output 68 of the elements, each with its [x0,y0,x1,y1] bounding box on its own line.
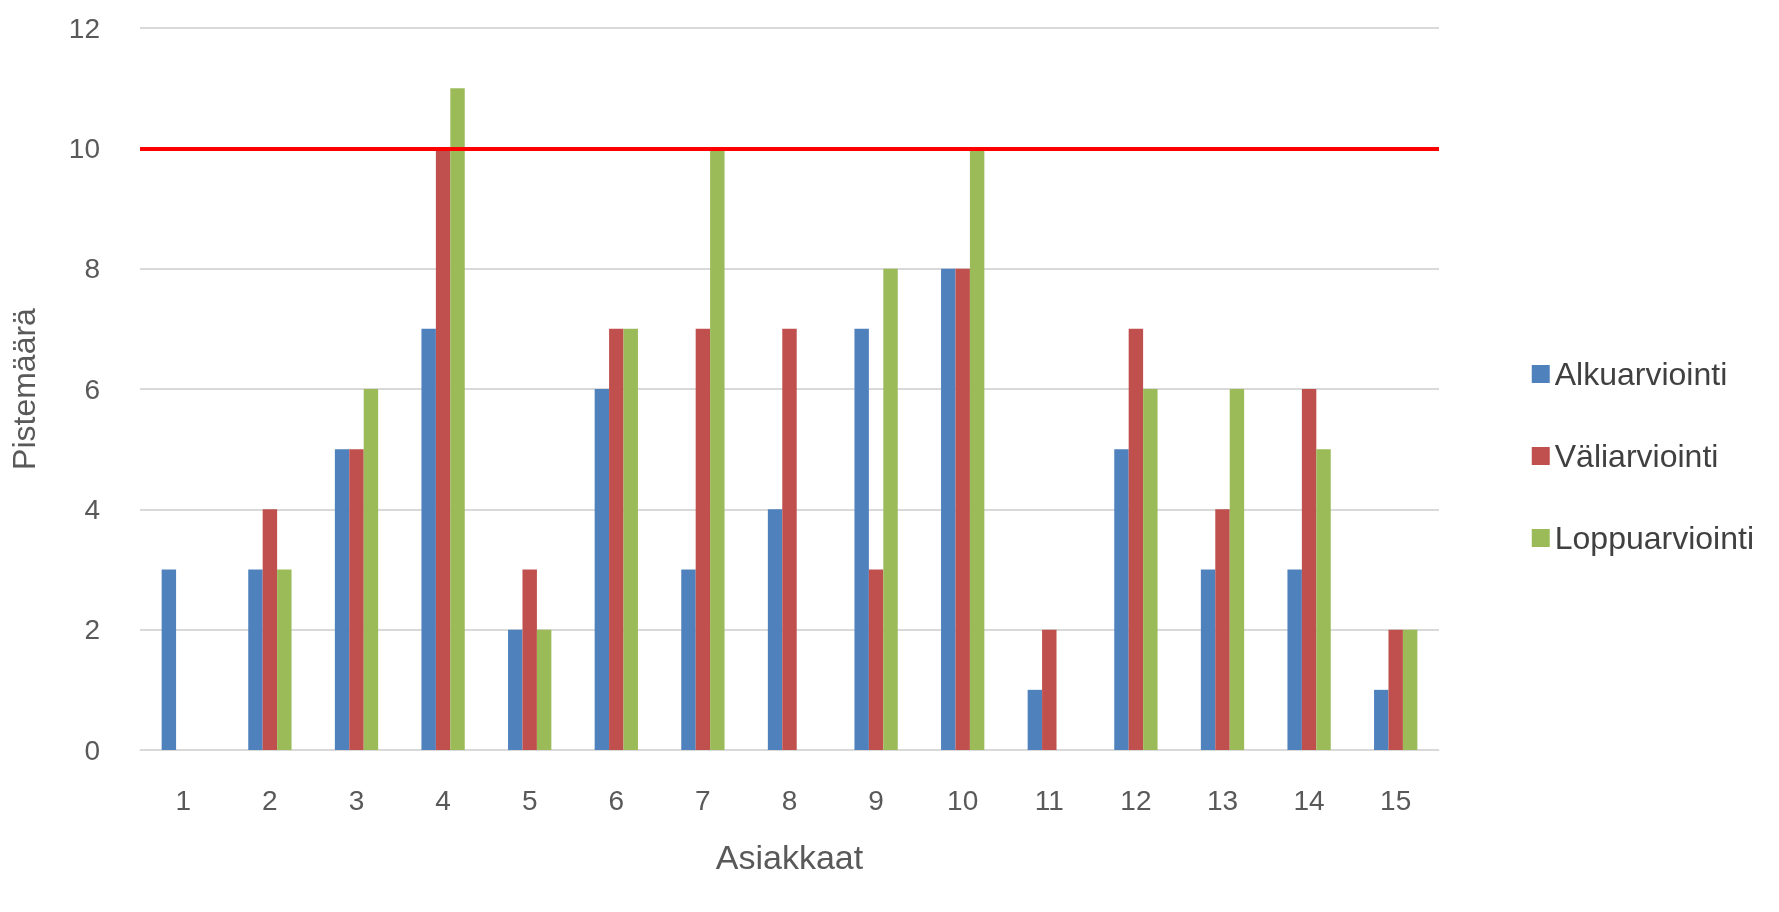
x-tick-label: 13 [1206,784,1239,816]
bar [334,449,350,750]
bar [1287,569,1302,750]
bar [710,148,725,750]
bar [969,148,985,750]
bar [594,389,610,750]
y-axis-title: Pistemäärä [6,307,42,470]
bar [695,328,711,750]
bar [1301,389,1317,750]
bar [868,569,884,750]
x-tick-label: 14 [1293,784,1325,816]
bar [522,569,537,750]
x-tick-label: 2 [262,784,278,816]
x-tick-label: 10 [947,784,979,816]
bar [277,569,292,750]
bar [1027,689,1043,750]
y-tick-label: 2 [84,614,100,646]
bar [1200,569,1216,750]
bar [262,509,278,750]
bar [349,449,364,750]
bar [1143,389,1158,750]
bar [536,629,552,750]
bar [1388,629,1403,750]
bar [161,569,177,750]
bar [435,148,451,750]
x-tick-label: 5 [521,784,538,816]
bar [681,569,696,750]
bar [1128,328,1144,750]
legend-label: Väliarviointi [1554,438,1719,474]
bar [1114,449,1129,750]
bar [1316,449,1331,750]
x-tick-label: 8 [781,784,798,816]
bar [609,328,624,750]
legend-label: Loppuarviointi [1554,520,1754,556]
bar [421,328,436,750]
legend-label: Alkuarviointi [1554,356,1728,392]
bar [1215,509,1230,750]
bar [767,509,783,750]
bar [248,569,263,750]
bar [883,268,898,750]
x-tick-label: 15 [1380,784,1412,816]
y-tick-label: 8 [84,253,100,285]
x-tick-label: 4 [435,784,451,816]
bar [854,328,869,750]
y-tick-label: 0 [84,734,100,766]
bar [363,389,379,750]
x-tick-label: 6 [608,784,625,816]
bar [955,268,970,750]
bar [782,328,797,750]
y-tick-label: 6 [84,373,100,405]
y-tick-label: 4 [84,493,100,525]
x-tick-label: 1 [175,784,192,816]
x-tick-label: 12 [1120,784,1152,816]
bar [623,328,638,750]
bar [508,629,523,750]
x-tick-label: 11 [1034,784,1064,816]
bar [1374,689,1389,750]
bar [941,268,956,750]
x-tick-label: 7 [695,784,711,816]
bar [1042,629,1057,750]
bar [450,88,465,750]
y-tick-label: 10 [68,132,100,164]
x-axis-title: Asiakkaat [715,838,864,876]
x-tick-label: 9 [868,784,884,816]
x-tick-label: 3 [348,784,365,816]
bar [1229,389,1245,750]
y-tick-label: 12 [68,12,100,44]
bar [1402,629,1418,750]
